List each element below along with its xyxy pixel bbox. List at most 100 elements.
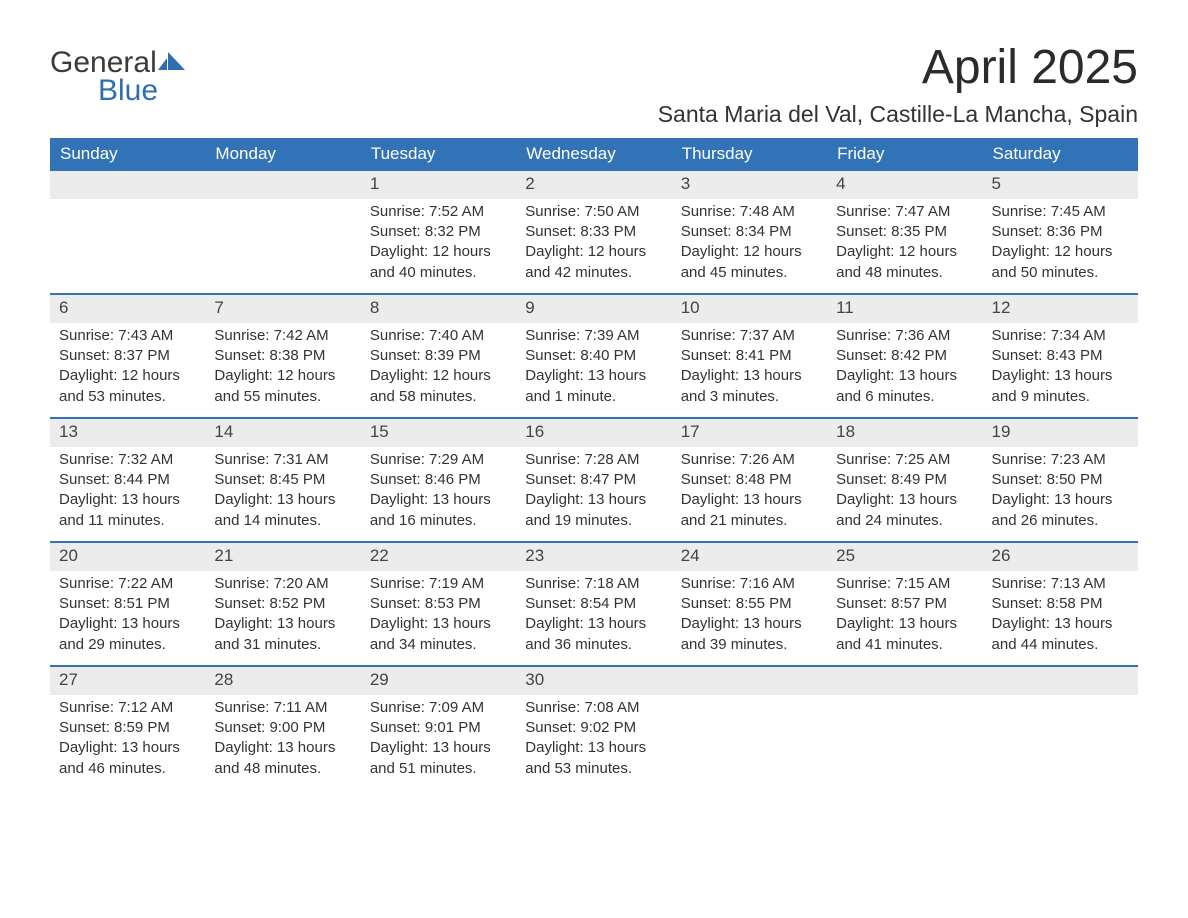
day-cell: 18Sunrise: 7:25 AMSunset: 8:49 PMDayligh…: [827, 419, 982, 541]
sunrise-label: Sunrise:: [992, 575, 1051, 592]
daylight-label: Daylight:: [525, 491, 588, 508]
daylight-label: Daylight:: [59, 739, 122, 756]
sunrise-value: 7:18 AM: [584, 575, 639, 592]
sunrise-label: Sunrise:: [681, 451, 740, 468]
sunrise-label: Sunrise:: [59, 327, 118, 344]
daylight-line: Daylight: 13 hours and 31 minutes.: [214, 614, 351, 655]
daylight-line: Daylight: 13 hours and 29 minutes.: [59, 614, 196, 655]
daylight-line: Daylight: 13 hours and 14 minutes.: [214, 490, 351, 531]
sunset-label: Sunset:: [214, 595, 269, 612]
daylight-line: Daylight: 13 hours and 3 minutes.: [681, 366, 818, 407]
day-body: Sunrise: 7:19 AMSunset: 8:53 PMDaylight:…: [361, 571, 516, 655]
day-body: Sunrise: 7:29 AMSunset: 8:46 PMDaylight:…: [361, 447, 516, 531]
daylight-line: Daylight: 13 hours and 9 minutes.: [992, 366, 1129, 407]
sunset-value: 8:51 PM: [114, 595, 170, 612]
day-cell: 20Sunrise: 7:22 AMSunset: 8:51 PMDayligh…: [50, 543, 205, 665]
day-number: 4: [827, 171, 982, 199]
daylight-line: Daylight: 13 hours and 24 minutes.: [836, 490, 973, 531]
day-cell: 19Sunrise: 7:23 AMSunset: 8:50 PMDayligh…: [983, 419, 1138, 541]
daylight-label: Daylight:: [992, 491, 1055, 508]
sunset-line: Sunset: 8:43 PM: [992, 346, 1129, 366]
sunset-value: 8:58 PM: [1047, 595, 1103, 612]
calendar: SundayMondayTuesdayWednesdayThursdayFrid…: [50, 138, 1138, 789]
day-body: Sunrise: 7:15 AMSunset: 8:57 PMDaylight:…: [827, 571, 982, 655]
sunrise-line: Sunrise: 7:45 AM: [992, 202, 1129, 222]
sunrise-label: Sunrise:: [214, 575, 273, 592]
day-body: Sunrise: 7:20 AMSunset: 8:52 PMDaylight:…: [205, 571, 360, 655]
sunrise-value: 7:34 AM: [1051, 327, 1106, 344]
sunset-line: Sunset: 9:01 PM: [370, 718, 507, 738]
sunset-value: 8:53 PM: [425, 595, 481, 612]
day-number: [205, 171, 360, 199]
day-cell: 7Sunrise: 7:42 AMSunset: 8:38 PMDaylight…: [205, 295, 360, 417]
sunrise-label: Sunrise:: [525, 699, 584, 716]
day-cell: 26Sunrise: 7:13 AMSunset: 8:58 PMDayligh…: [983, 543, 1138, 665]
week-row: 27Sunrise: 7:12 AMSunset: 8:59 PMDayligh…: [50, 665, 1138, 789]
sunrise-line: Sunrise: 7:20 AM: [214, 574, 351, 594]
sunset-value: 8:44 PM: [114, 471, 170, 488]
daylight-line: Daylight: 13 hours and 48 minutes.: [214, 738, 351, 779]
weekday-header: Wednesday: [516, 138, 671, 171]
day-number: [50, 171, 205, 199]
sunset-label: Sunset:: [525, 595, 580, 612]
sunset-label: Sunset:: [525, 719, 580, 736]
day-cell: 3Sunrise: 7:48 AMSunset: 8:34 PMDaylight…: [672, 171, 827, 293]
sunset-label: Sunset:: [370, 471, 425, 488]
sunrise-label: Sunrise:: [836, 575, 895, 592]
day-number: 14: [205, 419, 360, 447]
sunset-line: Sunset: 8:33 PM: [525, 222, 662, 242]
daylight-label: Daylight:: [370, 739, 433, 756]
weekday-header: Monday: [205, 138, 360, 171]
day-cell: [827, 667, 982, 789]
daylight-line: Daylight: 12 hours and 50 minutes.: [992, 242, 1129, 283]
day-cell: 14 Sunrise: 7:31 AMSunset: 8:45 PMDayligh…: [205, 419, 360, 541]
sunrise-line: Sunrise: 7:36 AM: [836, 326, 973, 346]
sunrise-label: Sunrise:: [836, 327, 895, 344]
sunrise-label: Sunrise:: [214, 451, 273, 468]
sunset-value: 8:39 PM: [425, 347, 481, 364]
sunset-label: Sunset:: [214, 347, 269, 364]
sunrise-label: Sunrise:: [992, 203, 1051, 220]
sunrise-label: Sunrise:: [370, 203, 429, 220]
daylight-line: Daylight: 13 hours and 11 minutes.: [59, 490, 196, 531]
sunrise-value: 7:45 AM: [1051, 203, 1106, 220]
sunrise-line: Sunrise: 7:31 AM: [214, 450, 351, 470]
sunrise-value: 7:08 AM: [584, 699, 639, 716]
day-body: Sunrise: 7:47 AMSunset: 8:35 PMDaylight:…: [827, 199, 982, 283]
sunset-value: 8:46 PM: [425, 471, 481, 488]
sunset-line: Sunset: 8:37 PM: [59, 346, 196, 366]
sunrise-value: 7:25 AM: [895, 451, 950, 468]
day-cell: 11Sunrise: 7:36 AMSunset: 8:42 PMDayligh…: [827, 295, 982, 417]
sunrise-line: Sunrise: 7:37 AM: [681, 326, 818, 346]
sunset-label: Sunset:: [836, 471, 891, 488]
sunrise-line: Sunrise: 7:50 AM: [525, 202, 662, 222]
week-row: 6Sunrise: 7:43 AMSunset: 8:37 PMDaylight…: [50, 293, 1138, 417]
sunset-line: Sunset: 8:45 PM: [214, 470, 351, 490]
sunset-line: Sunset: 8:46 PM: [370, 470, 507, 490]
day-number: 27: [50, 667, 205, 695]
sunrise-value: 7:42 AM: [274, 327, 329, 344]
day-number: 5: [983, 171, 1138, 199]
sunrise-line: Sunrise: 7:09 AM: [370, 698, 507, 718]
weekday-header-row: SundayMondayTuesdayWednesdayThursdayFrid…: [50, 138, 1138, 171]
day-number: 11: [827, 295, 982, 323]
sunset-label: Sunset:: [681, 347, 736, 364]
day-body: Sunrise: 7:16 AMSunset: 8:55 PMDaylight:…: [672, 571, 827, 655]
sunrise-value: 7:22 AM: [118, 575, 173, 592]
sunrise-line: Sunrise: 7:13 AM: [992, 574, 1129, 594]
daylight-label: Daylight:: [525, 243, 588, 260]
sunset-label: Sunset:: [836, 223, 891, 240]
day-number: 21: [205, 543, 360, 571]
sunset-value: 8:49 PM: [891, 471, 947, 488]
sunrise-value: 7:11 AM: [274, 699, 328, 716]
day-body: Sunrise: 7:13 AMSunset: 8:58 PMDaylight:…: [983, 571, 1138, 655]
daylight-line: Daylight: 12 hours and 55 minutes.: [214, 366, 351, 407]
day-number: [827, 667, 982, 695]
sunrise-label: Sunrise:: [370, 327, 429, 344]
logo-mark-icon: [158, 52, 186, 72]
sunset-value: 8:48 PM: [736, 471, 792, 488]
daylight-line: Daylight: 12 hours and 45 minutes.: [681, 242, 818, 283]
sunset-line: Sunset: 8:42 PM: [836, 346, 973, 366]
sunrise-value: 7:28 AM: [584, 451, 639, 468]
sunrise-value: 7:36 AM: [895, 327, 950, 344]
